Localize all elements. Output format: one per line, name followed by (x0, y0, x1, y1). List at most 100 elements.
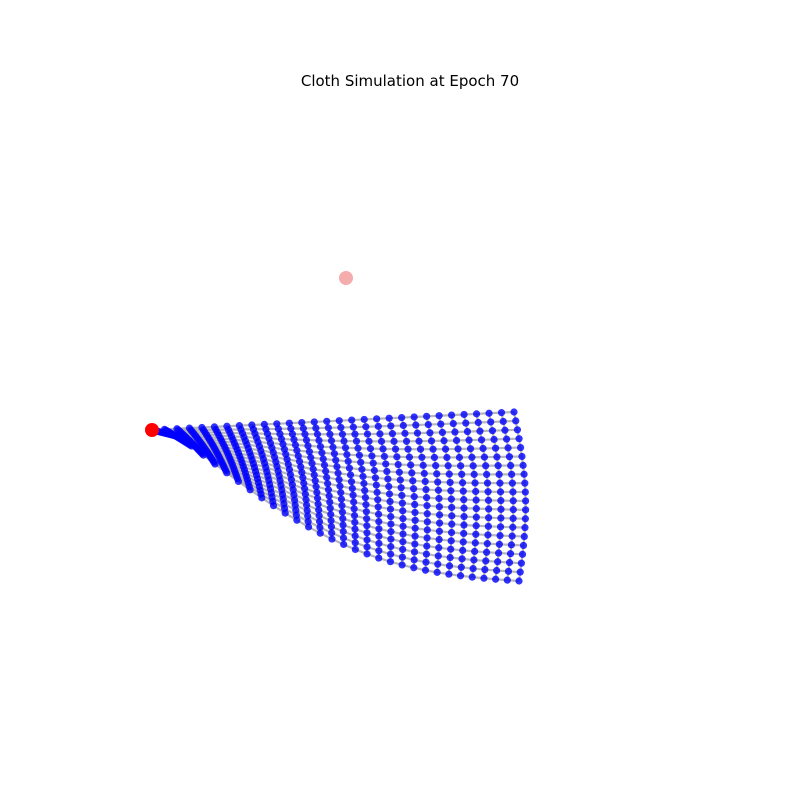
cloth-node (480, 574, 488, 582)
cloth-node (387, 535, 395, 543)
cloth-node (472, 522, 480, 530)
cloth-node (408, 469, 416, 477)
cloth-node (369, 459, 377, 467)
cloth-node (447, 537, 455, 545)
cloth-node (399, 514, 407, 523)
cloth-node (338, 508, 347, 516)
cloth-node (423, 502, 431, 510)
cloth-node (176, 433, 184, 441)
cloth-node (430, 453, 439, 462)
cloth-node (497, 514, 505, 522)
cloth-node (391, 445, 400, 453)
cloth-node (375, 517, 383, 526)
cloth-node (375, 547, 383, 555)
cloth-node (351, 525, 359, 533)
cloth-node (316, 523, 324, 531)
cloth-node (485, 409, 493, 417)
cloth-node (385, 482, 393, 491)
cloth-node (354, 444, 362, 452)
cloth-node (493, 566, 501, 575)
cloth-node (448, 520, 456, 528)
cloth-node (496, 531, 504, 540)
cloth-node (327, 523, 336, 531)
cloth-node (316, 442, 325, 451)
cloth-node (423, 412, 431, 420)
cloth-node (409, 485, 418, 493)
cloth-node (390, 437, 398, 445)
cloth-node (336, 482, 344, 490)
cloth-node (330, 450, 338, 458)
cloth-node (188, 442, 196, 450)
cloth-node (510, 408, 518, 416)
cloth-node (411, 508, 419, 517)
cloth-node (460, 496, 468, 504)
cloth-node (446, 478, 454, 487)
cloth-node (509, 514, 517, 523)
cloth-node (399, 421, 407, 430)
cloth-node (435, 503, 443, 511)
cloth-node (375, 539, 383, 548)
cloth-node (519, 461, 527, 469)
cloth-node (398, 499, 406, 507)
cloth-node (303, 501, 311, 509)
cloth-node (460, 529, 468, 538)
cloth-node (422, 485, 430, 494)
cloth-node (456, 572, 465, 580)
cloth-node (517, 559, 526, 567)
cloth-node (363, 550, 371, 558)
cloth-node (303, 506, 311, 515)
cloth-node (468, 453, 476, 461)
cloth-node (340, 437, 348, 445)
cloth-node (297, 463, 305, 471)
cloth-node (509, 523, 517, 531)
cloth-node (399, 507, 407, 515)
cloth-node (446, 553, 454, 562)
cloth-node (447, 487, 455, 495)
cloth-node (299, 424, 307, 432)
cloth-node (522, 497, 530, 505)
cloth-node (312, 483, 320, 491)
cloth-node (447, 495, 455, 503)
cloth-node (323, 473, 331, 482)
cloth-node (322, 467, 330, 475)
cloth-node (234, 477, 243, 486)
cloth-node (518, 550, 527, 558)
cloth-node (304, 517, 312, 526)
cloth-node (355, 451, 364, 459)
cloth-node (482, 462, 490, 470)
cloth-node (346, 471, 355, 479)
cloth-node (401, 429, 409, 437)
cloth-node (385, 490, 394, 498)
cloth-node (334, 469, 342, 477)
cloth-node (311, 477, 319, 485)
cloth-node (457, 462, 465, 470)
cloth-node (507, 461, 515, 470)
cloth-node (423, 518, 431, 526)
cloth-node (302, 496, 310, 504)
cloth-node (363, 522, 371, 530)
cloth-node (387, 422, 395, 430)
cloth-node (449, 419, 457, 428)
cloth-node (485, 514, 493, 522)
cloth-node (404, 445, 412, 453)
cloth-node (502, 435, 511, 443)
cloth-node (383, 467, 391, 476)
cloth-node (506, 550, 515, 558)
cloth-node (432, 462, 440, 470)
cloth-node (340, 540, 348, 549)
cloth-node (411, 500, 419, 509)
cloth-node (470, 556, 478, 564)
cloth-node (440, 437, 448, 445)
cloth-node (481, 565, 489, 574)
cloth-node (521, 515, 530, 523)
cloth-node (393, 453, 401, 461)
cloth-node (504, 567, 513, 575)
cloth-node (460, 504, 468, 512)
cloth-node (508, 479, 516, 487)
cloth-node (337, 489, 345, 497)
cloth-node (323, 417, 331, 425)
cloth-node (374, 422, 382, 430)
cloth-node (402, 437, 411, 445)
cloth-node (337, 495, 346, 503)
cloth-node (324, 486, 333, 494)
